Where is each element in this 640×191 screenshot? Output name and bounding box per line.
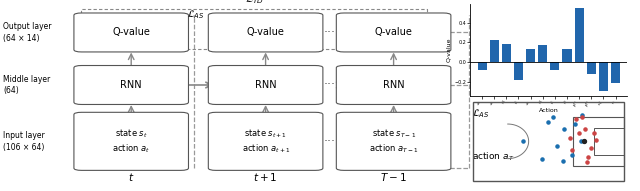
Text: ···: ··· (324, 26, 335, 39)
Text: $t+1$: $t+1$ (253, 171, 278, 183)
Text: $\mathcal{L}_{TD}$: $\mathcal{L}_{TD}$ (244, 0, 264, 6)
Point (543, 120, 553, 123)
FancyBboxPatch shape (208, 13, 323, 52)
Text: RNN: RNN (255, 80, 276, 90)
Text: state $s_t$
action $a_t$: state $s_t$ action $a_t$ (112, 127, 150, 155)
Bar (575, 8, 584, 62)
Text: RNN: RNN (383, 80, 404, 90)
Point (572, 118, 582, 121)
Point (558, 160, 568, 163)
Bar (81, 9, 427, 49)
Point (579, 140, 589, 143)
FancyBboxPatch shape (74, 112, 188, 170)
FancyBboxPatch shape (74, 13, 188, 52)
Text: ···: ··· (324, 79, 335, 91)
Bar (550, 62, 559, 70)
Text: action $a_T$: action $a_T$ (472, 150, 515, 163)
Bar (595, 128, 624, 155)
Text: state $s_{T-1}$
action $a_{T-1}$: state $s_{T-1}$ action $a_{T-1}$ (369, 127, 419, 155)
Point (567, 148, 577, 151)
Point (577, 115, 588, 118)
Bar (599, 62, 608, 91)
Point (586, 146, 596, 149)
Bar (563, 49, 572, 62)
Text: RNN: RNN (120, 80, 142, 90)
Bar (514, 62, 523, 80)
Point (537, 157, 547, 160)
Point (591, 139, 601, 142)
Bar (490, 40, 499, 62)
Point (547, 115, 557, 118)
FancyBboxPatch shape (337, 13, 451, 52)
Point (577, 114, 588, 117)
Point (567, 153, 577, 156)
Text: $t$: $t$ (128, 171, 134, 183)
Point (580, 127, 591, 130)
Bar (611, 62, 620, 83)
Point (582, 161, 592, 164)
Text: Q-value: Q-value (246, 28, 285, 37)
Bar (587, 62, 596, 74)
FancyBboxPatch shape (208, 112, 323, 170)
Text: Middle layer
(64): Middle layer (64) (3, 75, 51, 95)
Bar (477, 62, 486, 70)
Point (576, 140, 586, 143)
Point (559, 127, 570, 130)
Text: $\mathcal{L}_{AS}$: $\mathcal{L}_{AS}$ (472, 107, 490, 120)
X-axis label: Action: Action (539, 108, 559, 113)
Bar (502, 44, 511, 62)
Point (570, 122, 580, 125)
Text: Output layer
(64 × 14): Output layer (64 × 14) (3, 22, 52, 43)
Text: state $s_{t+1}$
action $a_{t+1}$: state $s_{t+1}$ action $a_{t+1}$ (241, 127, 290, 155)
Point (589, 131, 600, 134)
Point (574, 131, 584, 134)
Text: Q-value: Q-value (374, 28, 413, 37)
Bar (573, 117, 624, 166)
FancyBboxPatch shape (337, 66, 451, 104)
Text: Input layer
(106 × 64): Input layer (106 × 64) (3, 131, 45, 152)
FancyBboxPatch shape (208, 66, 323, 104)
Point (518, 140, 528, 143)
Text: Q-value: Q-value (112, 28, 150, 37)
Text: $\mathcal{L}_{AS}$: $\mathcal{L}_{AS}$ (187, 8, 205, 21)
Point (565, 136, 575, 139)
Text: ···: ··· (324, 135, 335, 148)
FancyBboxPatch shape (337, 112, 451, 170)
Point (583, 156, 593, 159)
Bar (526, 49, 535, 62)
Y-axis label: Q-value: Q-value (447, 37, 452, 62)
Text: $T-1$: $T-1$ (380, 171, 407, 183)
Bar (538, 45, 547, 62)
Point (552, 145, 562, 148)
FancyBboxPatch shape (74, 66, 188, 104)
